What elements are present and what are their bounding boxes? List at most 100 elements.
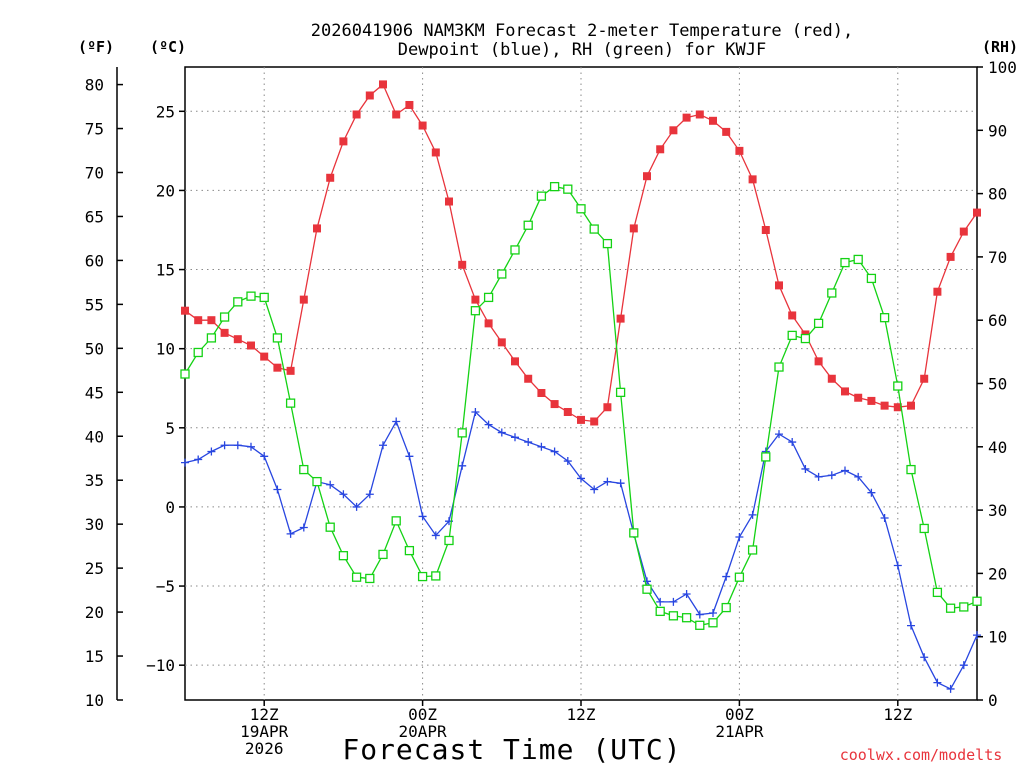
temperature-point: [907, 401, 915, 410]
rh-point: [325, 522, 335, 532]
temperature-point: [656, 145, 665, 154]
dewpoint-point: [722, 572, 731, 581]
rh-tick-label: 40: [988, 438, 1007, 457]
rh-point: [932, 587, 943, 598]
rh-point: [708, 618, 718, 628]
dewpoint-point: [365, 490, 374, 499]
temperature-point: [709, 116, 717, 125]
rh-point: [470, 306, 481, 316]
temperature-point: [669, 126, 678, 135]
temperature-point: [484, 319, 493, 328]
celsius-tick-label: 5: [165, 419, 175, 438]
temperature-point: [854, 393, 863, 402]
rh-point: [246, 291, 256, 301]
dewpoint-point: [695, 610, 704, 619]
x-tick-label: 20APR: [399, 722, 448, 741]
temperature-point: [273, 363, 282, 372]
celsius-tick-label: −5: [156, 577, 175, 596]
temperature-point: [445, 197, 453, 206]
rh-point: [404, 545, 415, 556]
rh-point: [866, 273, 877, 284]
temperature-point: [537, 388, 546, 397]
dewpoint-line: [184, 410, 978, 690]
dewpoint-point: [471, 407, 480, 416]
celsius-tick-label: 20: [156, 181, 175, 200]
dewpoint-point: [260, 452, 269, 461]
rh-point: [365, 573, 375, 584]
x-tick-label: 2026: [245, 739, 284, 758]
dewpoint-point: [893, 561, 902, 570]
chart-title-line1: 2026041906 NAM3KM Forecast 2-meter Tempe…: [311, 21, 853, 41]
rh-point: [431, 571, 441, 581]
rh-point: [813, 318, 824, 329]
rh-point: [919, 523, 929, 534]
dewpoint-point: [233, 441, 242, 450]
x-tick-label: 12Z: [883, 705, 912, 724]
dewpoint-point: [854, 472, 863, 481]
celsius-tick-label: 25: [156, 102, 175, 121]
rh-point: [747, 545, 758, 555]
dewpoint-point: [669, 597, 678, 606]
dewpoint-point: [656, 597, 665, 606]
dewpoint-point: [299, 523, 308, 532]
temperature-point: [458, 260, 467, 269]
fahrenheit-axis-label: (ºF): [78, 38, 114, 56]
rh-point: [681, 613, 692, 623]
dewpoint-point: [814, 472, 823, 481]
dewpoint-point: [326, 480, 335, 489]
temperature-point: [616, 314, 625, 323]
rh-point: [761, 452, 771, 462]
dewpoint-point: [247, 442, 255, 451]
dewpoint-point: [497, 428, 506, 437]
x-tick-label: 00Z: [725, 705, 754, 724]
dewpoint-point: [379, 441, 387, 450]
rh-point: [549, 181, 560, 192]
celsius-tick-label: 0: [165, 498, 175, 517]
temperature-point: [497, 338, 506, 347]
temperature-point: [418, 121, 427, 130]
temperature-point: [194, 316, 203, 325]
temperature-point: [181, 306, 189, 315]
temperature-point: [959, 227, 968, 236]
rh-tick-label: 20: [988, 564, 1007, 583]
rh-point: [734, 572, 745, 582]
temperature-point: [299, 295, 308, 304]
rh-tick-label: 100: [988, 58, 1017, 77]
fahrenheit-tick-label: 65: [85, 207, 104, 226]
dewpoint-point: [920, 653, 929, 662]
fahrenheit-tick-label: 40: [85, 427, 104, 446]
temperature-point: [365, 91, 374, 100]
celsius-tick-label: −10: [146, 656, 175, 675]
rh-tick-label: 80: [988, 185, 1007, 204]
dewpoint-point: [392, 417, 401, 426]
temperature-point: [933, 287, 942, 296]
dewpoint-point: [273, 485, 282, 494]
dewpoint-point: [880, 514, 889, 523]
rh-point: [879, 313, 890, 323]
temperature-point: [563, 407, 572, 416]
temperature-point: [379, 80, 387, 89]
fahrenheit-tick-label: 25: [85, 559, 104, 578]
x-axis-label: Forecast Time (UTC): [342, 733, 681, 766]
temperature-point: [827, 374, 836, 383]
temperature-point: [431, 148, 440, 157]
temperature-point: [524, 374, 533, 383]
temperature-point: [550, 400, 559, 409]
rh-point: [536, 191, 547, 201]
temperature-point: [392, 110, 401, 119]
dewpoint-point: [946, 684, 955, 693]
x-tick-label: 12Z: [250, 705, 279, 724]
dewpoint-point: [181, 458, 189, 467]
celsius-tick-label: 15: [156, 261, 175, 280]
dewpoint-point: [775, 430, 783, 439]
dewpoint-point: [577, 474, 585, 483]
dewpoint-point: [973, 631, 981, 640]
temperature-point: [405, 100, 414, 109]
rh-tick-label: 70: [988, 248, 1007, 267]
temperature-point: [920, 374, 929, 383]
temperature-point: [260, 352, 269, 361]
temperature-point: [946, 252, 955, 261]
fahrenheit-tick-label: 10: [85, 691, 104, 710]
dewpoint-point: [550, 447, 559, 456]
rh-tick-label: 50: [988, 375, 1007, 394]
